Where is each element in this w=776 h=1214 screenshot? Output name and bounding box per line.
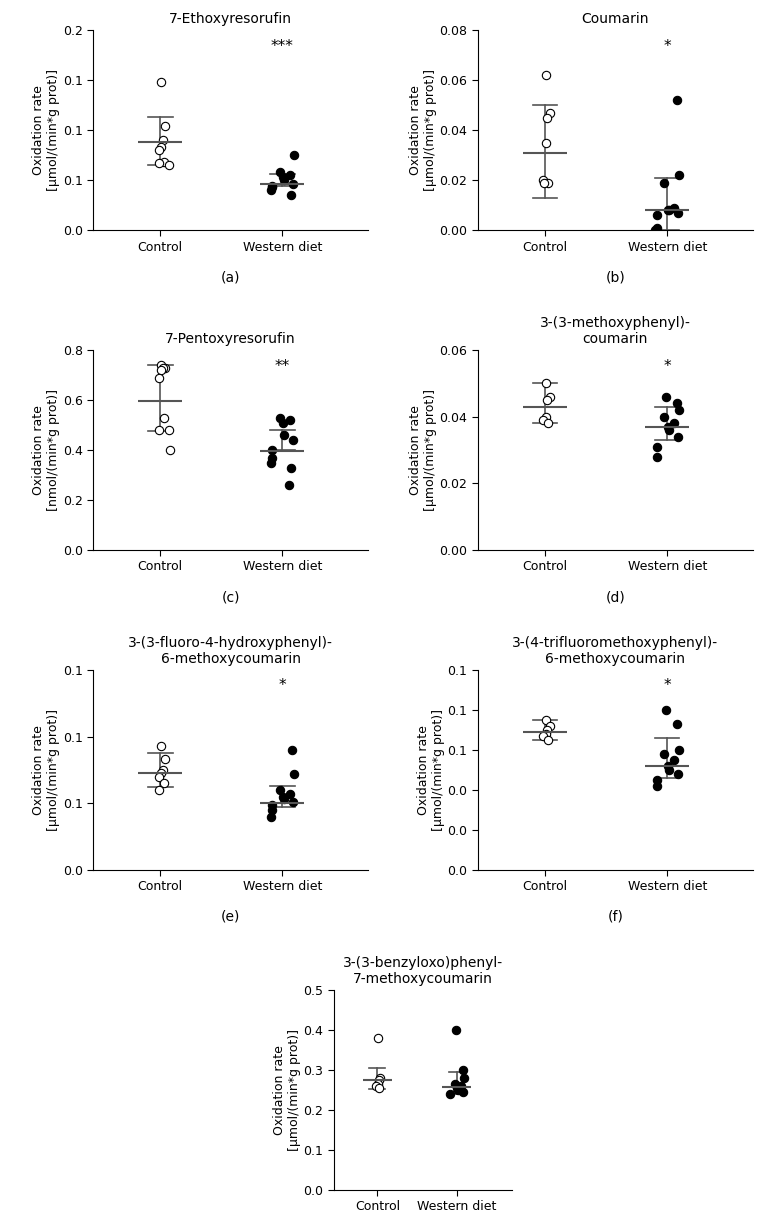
Text: (d): (d) xyxy=(605,590,625,605)
Text: ***: *** xyxy=(271,39,294,53)
Y-axis label: Oxidation rate
[μmol/(min*g prot)]: Oxidation rate [μmol/(min*g prot)] xyxy=(409,390,437,511)
Text: *: * xyxy=(279,679,286,693)
Title: 7-Ethoxyresorufin: 7-Ethoxyresorufin xyxy=(169,12,292,27)
Text: (f): (f) xyxy=(608,909,623,924)
Title: 3-(4-trifluoromethoxyphenyl)-
6-methoxycoumarin: 3-(4-trifluoromethoxyphenyl)- 6-methoxyc… xyxy=(512,636,719,666)
Y-axis label: Oxidation rate
[μmol/(min*g prot)]: Oxidation rate [μmol/(min*g prot)] xyxy=(32,69,60,192)
Title: Coumarin: Coumarin xyxy=(581,12,649,27)
Text: **: ** xyxy=(275,358,290,374)
Text: (b): (b) xyxy=(605,271,625,284)
Title: 3-(3-fluoro-4-hydroxyphenyl)-
6-methoxycoumarin: 3-(3-fluoro-4-hydroxyphenyl)- 6-methoxyc… xyxy=(128,636,333,666)
Text: *: * xyxy=(663,39,671,53)
Title: 3-(3-benzyloxo)phenyl-
7-methoxycoumarin: 3-(3-benzyloxo)phenyl- 7-methoxycoumarin xyxy=(343,955,503,986)
Text: (e): (e) xyxy=(221,909,241,924)
Y-axis label: Oxidation rate
[μmol/(min*g prot)]: Oxidation rate [μmol/(min*g prot)] xyxy=(417,709,445,830)
Title: 3-(3-methoxyphenyl)-
coumarin: 3-(3-methoxyphenyl)- coumarin xyxy=(540,316,691,346)
Text: *: * xyxy=(663,679,671,693)
Y-axis label: Oxidation rate
[μmol/(min*g prot)]: Oxidation rate [μmol/(min*g prot)] xyxy=(409,69,437,192)
Y-axis label: Oxidation rate
[nmol/(min*g prot)]: Oxidation rate [nmol/(min*g prot)] xyxy=(32,390,60,511)
Text: *: * xyxy=(663,358,671,374)
Title: 7-Pentoxyresorufin: 7-Pentoxyresorufin xyxy=(165,333,296,346)
Y-axis label: Oxidation rate
[μmol/(min*g prot)]: Oxidation rate [μmol/(min*g prot)] xyxy=(32,709,60,830)
Text: (c): (c) xyxy=(221,590,240,605)
Y-axis label: Oxidation rate
[μmol/(min*g prot)]: Oxidation rate [μmol/(min*g prot)] xyxy=(272,1028,300,1151)
Text: (a): (a) xyxy=(221,271,241,284)
